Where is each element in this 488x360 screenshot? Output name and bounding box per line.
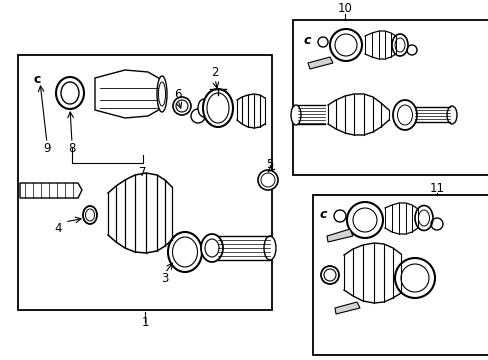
Polygon shape — [326, 229, 352, 242]
Ellipse shape — [414, 206, 432, 230]
Circle shape — [258, 170, 278, 190]
Polygon shape — [95, 70, 162, 118]
Text: 1: 1 — [141, 315, 148, 328]
Bar — [18, 55, 271, 310]
Text: 9: 9 — [43, 141, 51, 154]
Ellipse shape — [203, 89, 232, 127]
Text: 8: 8 — [68, 141, 76, 154]
Text: 5: 5 — [266, 158, 273, 171]
Ellipse shape — [198, 99, 209, 117]
Text: 10: 10 — [337, 1, 352, 14]
Ellipse shape — [201, 234, 223, 262]
Ellipse shape — [157, 76, 167, 112]
Text: 4: 4 — [54, 221, 61, 234]
Text: c: c — [319, 208, 326, 221]
Ellipse shape — [83, 206, 97, 224]
Ellipse shape — [264, 236, 275, 260]
Circle shape — [173, 97, 191, 115]
Circle shape — [329, 29, 361, 61]
Text: c: c — [303, 33, 310, 46]
Bar — [292, 20, 488, 175]
Text: 7: 7 — [139, 166, 146, 179]
Text: 2: 2 — [211, 67, 218, 80]
Ellipse shape — [392, 100, 416, 130]
Ellipse shape — [56, 77, 84, 109]
Polygon shape — [307, 57, 332, 69]
Text: 3: 3 — [161, 271, 168, 284]
Ellipse shape — [168, 232, 202, 272]
Bar — [312, 195, 488, 355]
Circle shape — [191, 109, 204, 123]
Text: 11: 11 — [428, 181, 444, 194]
Polygon shape — [20, 183, 82, 198]
Polygon shape — [334, 302, 359, 314]
Ellipse shape — [290, 105, 301, 125]
Ellipse shape — [446, 106, 456, 124]
Circle shape — [346, 202, 382, 238]
Text: ɔ: ɔ — [33, 72, 41, 85]
Circle shape — [394, 258, 434, 298]
Circle shape — [320, 266, 338, 284]
Text: 6: 6 — [174, 89, 182, 102]
Ellipse shape — [391, 34, 407, 56]
